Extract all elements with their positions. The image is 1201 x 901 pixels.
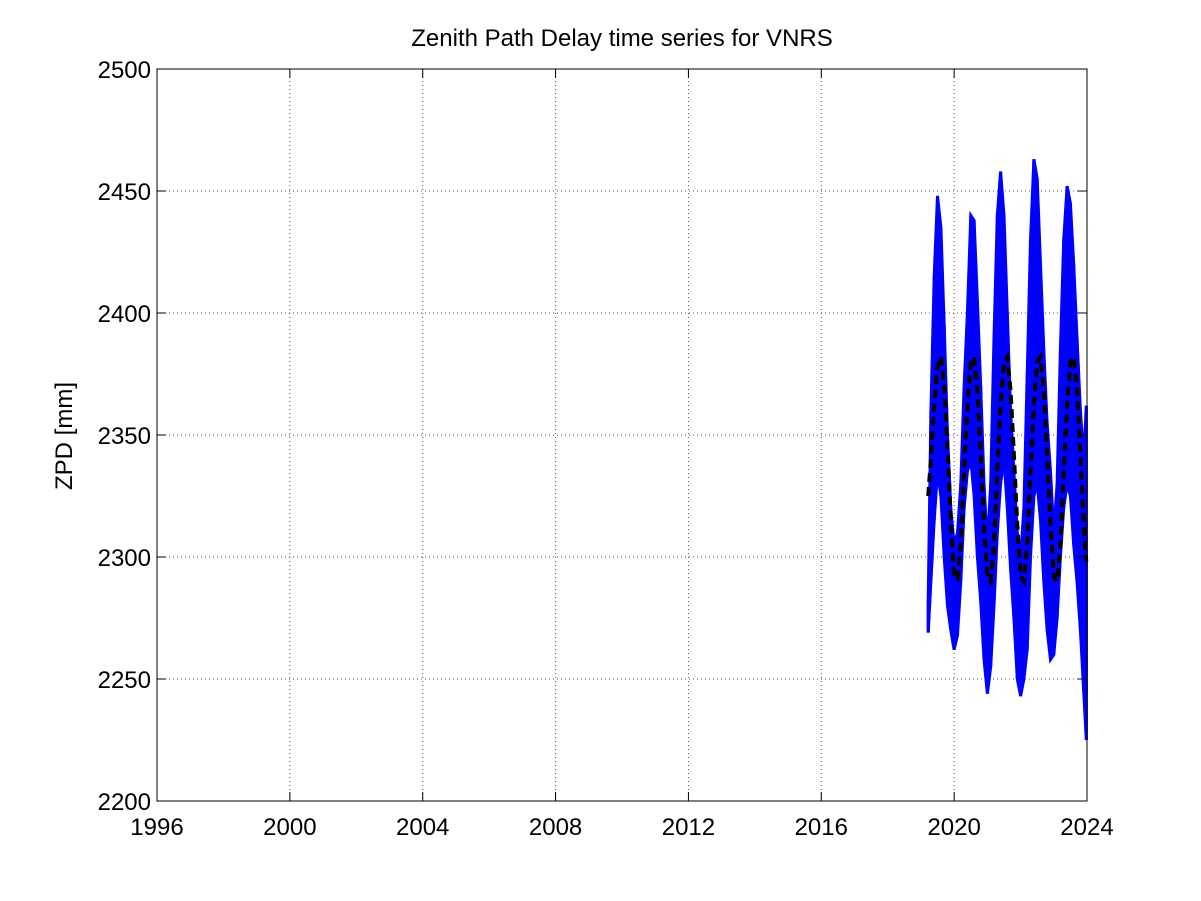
y-tick-label: 2200	[98, 789, 151, 816]
x-tick-label: 2012	[662, 814, 715, 841]
y-tick-label: 2450	[98, 179, 151, 206]
x-tick-label: 1996	[130, 814, 183, 841]
y-tick-label: 2400	[98, 301, 151, 328]
model-series	[926, 351, 1089, 588]
x-tick-label: 2016	[795, 814, 848, 841]
chart-title: Zenith Path Delay time series for VNRS	[411, 25, 833, 52]
y-tick-label: 2250	[98, 667, 151, 694]
y-tick-label: 2300	[98, 545, 151, 572]
model-line	[926, 351, 1089, 588]
y-tick-labels: 2200 2250 2300 2350 2400 2450 2500	[98, 57, 151, 816]
x-tick-label: 2000	[263, 814, 316, 841]
x-tick-label: 2008	[529, 814, 582, 841]
x-tick-label: 2024	[1060, 814, 1113, 841]
plot-frame	[156, 68, 1088, 802]
y-tick-label: 2350	[98, 423, 151, 450]
x-tick-label: 2004	[396, 814, 449, 841]
y-axis-label: ZPD [mm]	[51, 382, 78, 490]
x-tick-label: 2020	[927, 814, 980, 841]
plot-area: 1996 2000 2004 2008 2012 2016 2020 2024 2200 225…	[98, 57, 1114, 841]
x-tick-labels: 1996 2000 2004 2008 2012 2016 2020 2024	[130, 814, 1113, 841]
y-tick-label: 2500	[98, 57, 151, 84]
